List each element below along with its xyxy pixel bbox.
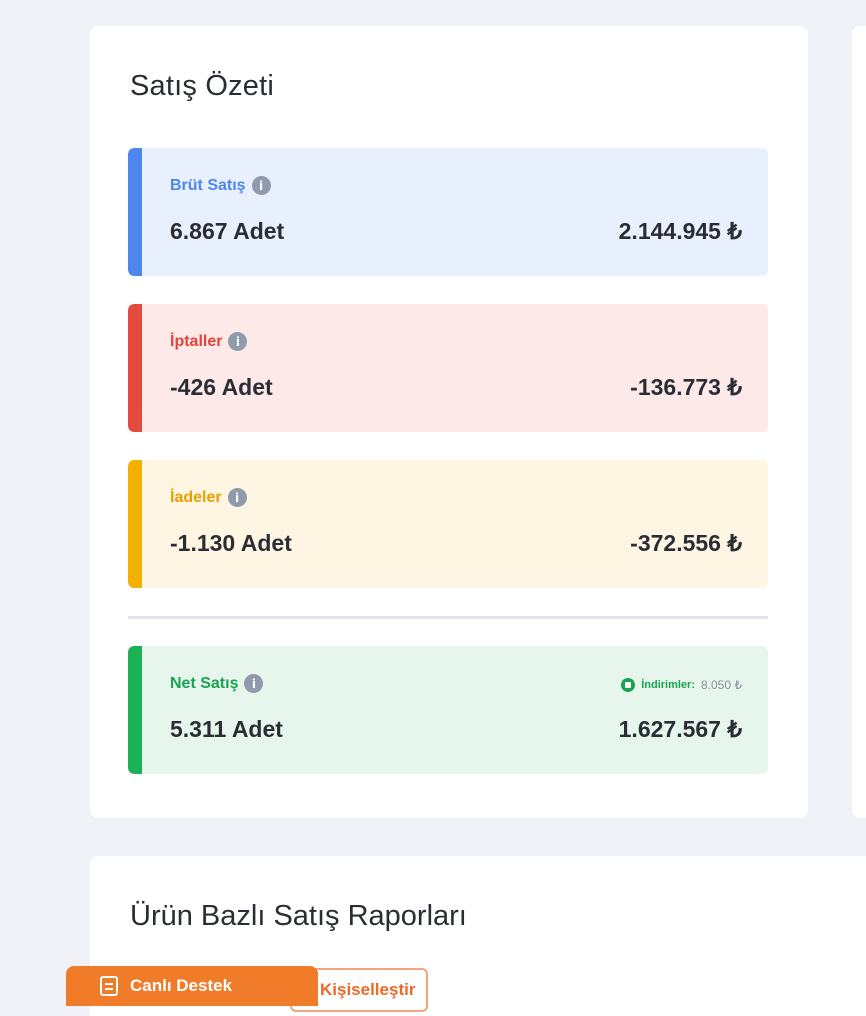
discounts-info: İndirimler: 8.050 ₺ xyxy=(621,678,742,692)
sales-summary-title: Satış Özeti xyxy=(130,70,275,102)
live-support-button[interactable]: Canlı Destek xyxy=(66,966,318,1006)
gross-sales-accent-bar xyxy=(128,148,142,276)
sales-summary-card: Satış Özeti Brüt Satış i 6.867 Adet 2.14… xyxy=(90,26,808,818)
returns-label: İadeler xyxy=(170,488,222,506)
net-sales-amount: 1.627.567 ₺ xyxy=(618,716,742,742)
gross-sales-label-row: Brüt Satış i xyxy=(170,176,271,195)
returns-panel: İadeler i -1.130 Adet -372.556 ₺ xyxy=(128,460,768,588)
cancellations-accent-bar xyxy=(128,304,142,432)
info-icon[interactable]: i xyxy=(251,176,271,195)
discounts-value: 8.050 ₺ xyxy=(701,678,742,692)
cancellations-label-row: İptaller i xyxy=(170,332,248,351)
info-icon[interactable]: i xyxy=(227,488,247,507)
cancellations-amount: -136.773 ₺ xyxy=(630,374,742,400)
cancellations-quantity: -426 Adet xyxy=(170,374,273,400)
live-support-label: Canlı Destek xyxy=(130,976,233,995)
discount-icon xyxy=(621,678,636,692)
cancellations-panel: İptaller i -426 Adet -136.773 ₺ xyxy=(128,304,768,432)
cancellations-label: İptaller xyxy=(170,332,223,350)
returns-label-row: İadeler i xyxy=(170,488,247,507)
info-icon[interactable]: i xyxy=(244,674,264,693)
returns-amount: -372.556 ₺ xyxy=(630,530,742,556)
gross-sales-label: Brüt Satış xyxy=(170,176,246,194)
gross-sales-panel: Brüt Satış i 6.867 Adet 2.144.945 ₺ xyxy=(128,148,768,276)
discounts-label: İndirimler: xyxy=(641,679,695,691)
net-sales-label-row: Net Satış i xyxy=(170,674,264,693)
summary-divider xyxy=(128,616,768,619)
net-sales-accent-bar xyxy=(128,646,142,774)
returns-accent-bar xyxy=(128,460,142,588)
info-icon[interactable]: i xyxy=(228,332,248,351)
returns-quantity: -1.130 Adet xyxy=(170,530,292,556)
net-sales-label: Net Satış xyxy=(170,674,239,692)
gross-sales-amount: 2.144.945 ₺ xyxy=(618,218,742,244)
product-sales-reports-title: Ürün Bazlı Satış Raporları xyxy=(130,900,467,932)
gross-sales-quantity: 6.867 Adet xyxy=(170,218,285,244)
net-sales-panel: Net Satış i İndirimler: 8.050 ₺ 5.311 Ad… xyxy=(128,646,768,774)
net-sales-quantity: 5.311 Adet xyxy=(170,716,283,742)
chat-icon xyxy=(100,976,118,996)
adjacent-card xyxy=(852,26,866,818)
